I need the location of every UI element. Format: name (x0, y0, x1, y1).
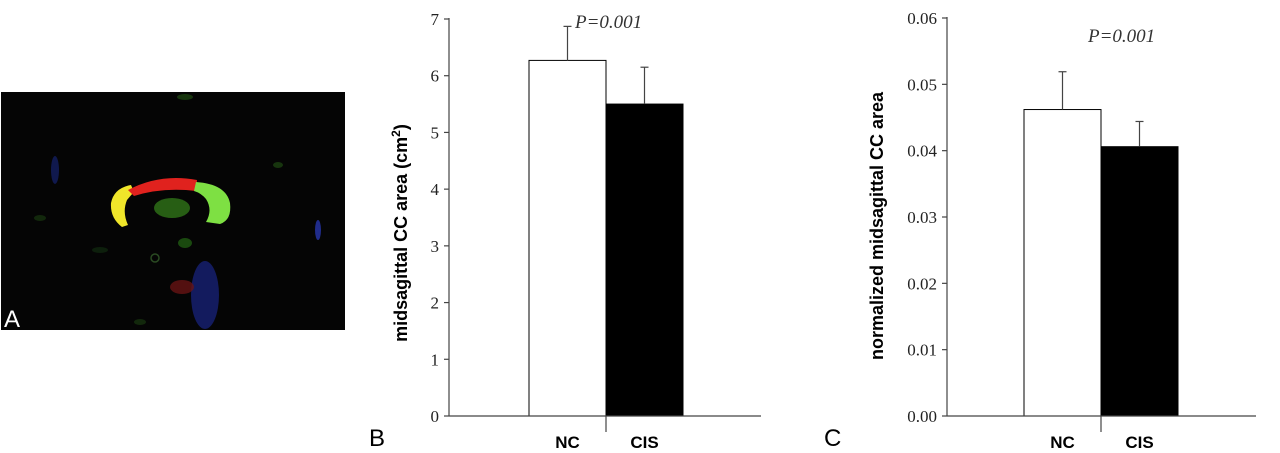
y-axis-label-text: midsagittal CC area (cm (391, 137, 411, 342)
p-value-annotation: P=0.001 (574, 12, 642, 33)
panel-a: A (1, 92, 345, 333)
y-tick-label: 0 (431, 407, 440, 426)
corpus-callosum-segmentation (110, 177, 231, 227)
y-axis-label: midsagittal CC area (cm2) (389, 124, 411, 342)
y-tick-label: 1 (431, 350, 440, 369)
x-tick-label-cis: CIS (630, 433, 658, 452)
bar-cis (605, 103, 684, 417)
mri-background-speckles (34, 94, 321, 329)
y-tick-label: 5 (431, 123, 440, 142)
panel-letter-b: B (369, 425, 385, 452)
x-tick-label-nc: NC (555, 433, 580, 452)
y-axis-label-suffix: ) (391, 124, 411, 130)
y-tick-label: 0.04 (907, 142, 937, 161)
panel-letter-c: C (824, 425, 841, 452)
y-tick-label: 6 (431, 67, 440, 86)
cc-splenium-segment (194, 182, 231, 224)
y-tick-label: 0.01 (907, 341, 937, 360)
y-tick-label: 3 (431, 237, 440, 256)
y-tick-label: 0.06 (907, 9, 937, 28)
panel-letter-a: A (4, 306, 20, 333)
y-tick-label: 0.02 (907, 274, 937, 293)
bar-cis (1100, 146, 1179, 417)
y-axis-label: normalized midsagittal CC area (867, 91, 887, 360)
x-tick-label-cis: CIS (1125, 433, 1153, 452)
cc-body-segment (128, 177, 197, 196)
y-tick-label: 0.00 (907, 407, 937, 426)
y-tick-label: 4 (431, 180, 440, 199)
panel-c: NC CIS 0.00 0.01 0.02 0.03 0.04 0.05 0.06 normal… (824, 9, 1256, 452)
y-axis-label-superscript: 2 (389, 130, 403, 137)
y-tick-label: 7 (431, 10, 440, 29)
bar-nc (1023, 109, 1102, 417)
y-tick-label: 0.03 (907, 208, 937, 227)
x-tick-label-nc: NC (1050, 433, 1075, 452)
bar-nc (528, 59, 607, 417)
y-tick-label: 2 (431, 294, 440, 313)
cc-genu-segment (110, 185, 134, 227)
p-value-annotation: P=0.001 (1087, 26, 1155, 47)
y-tick-label: 0.05 (907, 75, 937, 94)
